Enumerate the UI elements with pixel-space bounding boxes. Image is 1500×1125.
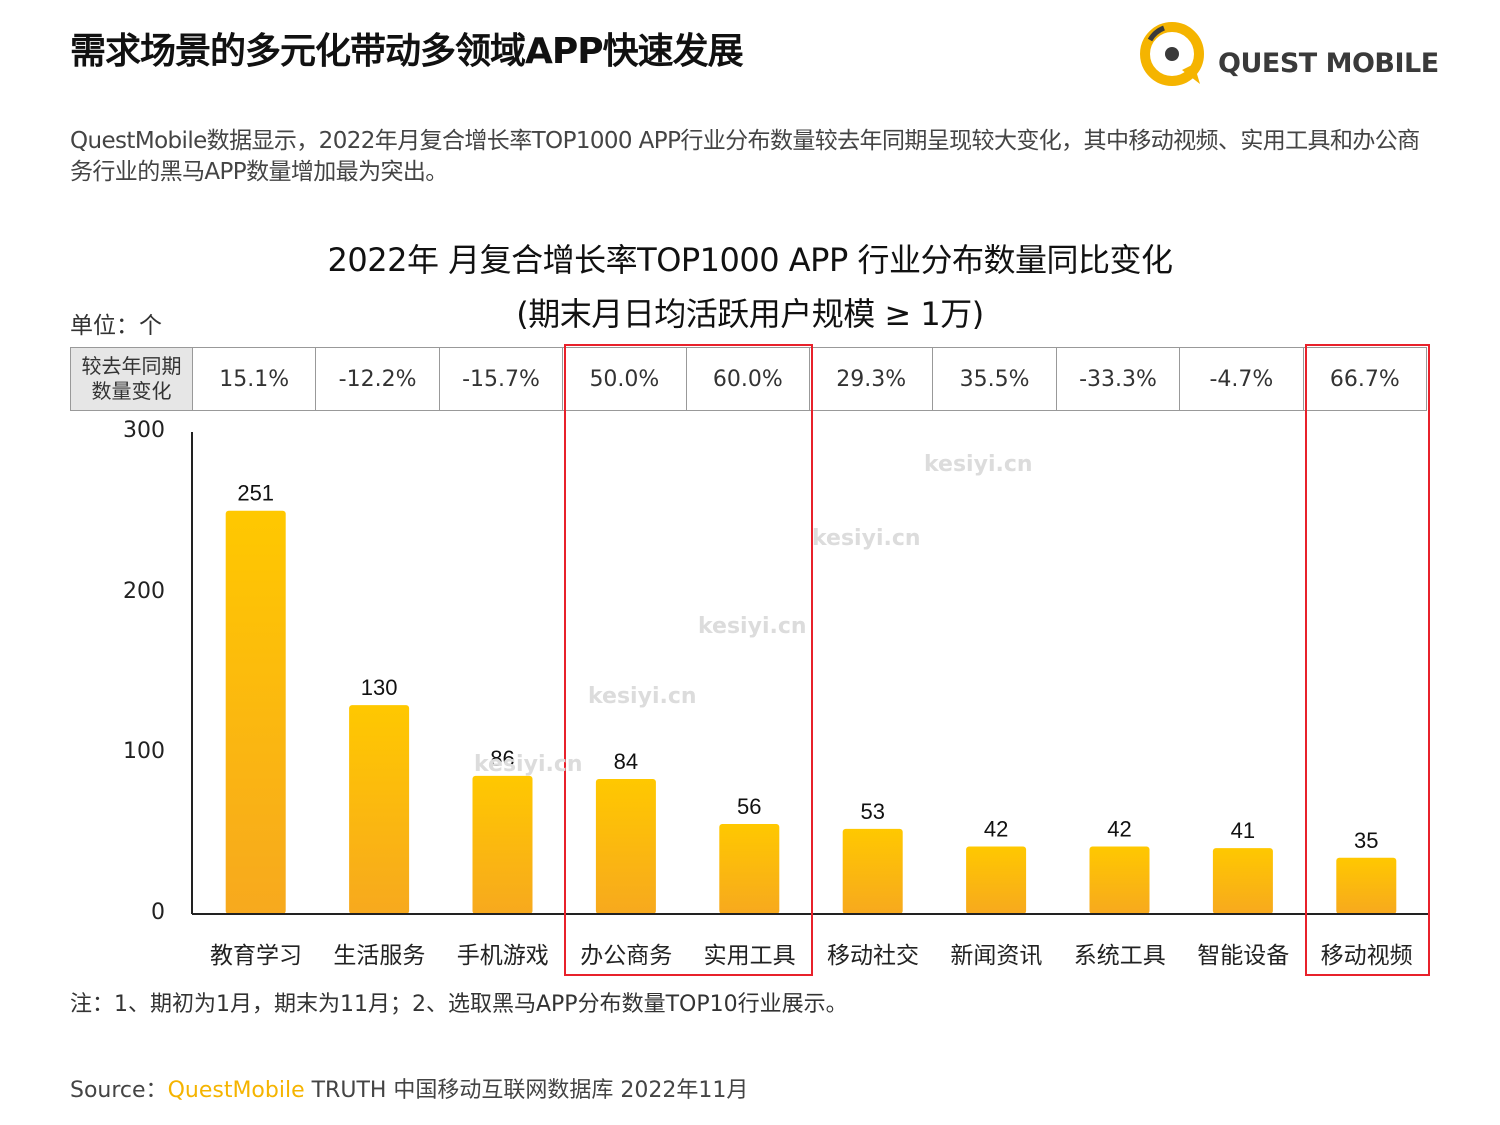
y-tick-label: 200 [123,578,165,604]
bar-1 [349,705,410,914]
bar-4 [719,824,780,914]
bar-3 [595,779,656,914]
y-tick-label: 100 [123,739,165,765]
x-category-label: 实用工具 [703,943,796,969]
bar-0 [225,510,286,914]
source-line: Source：QuestMobile TRUTH 中国移动互联网数据库 2022… [70,1072,748,1104]
y-tick-label: 0 [151,900,165,925]
highlight-box-office-tools [564,344,813,976]
highlight-box-mobile-video [1305,344,1430,976]
bar-2 [472,775,533,914]
x-category-label: 移动社交 [827,943,919,969]
x-category-label: 智能设备 [1197,943,1290,969]
bar-5 [842,828,903,914]
logo-text: QUEST MOBILE [1218,48,1439,79]
chart-title: 2022年 月复合增长率TOP1000 APP 行业分布数量同比变化 [327,241,1173,279]
yoy-change-cell: -4.7% [1180,347,1304,411]
watermark-text: kesiyi.cn [588,684,697,709]
watermark-text: kesiyi.cn [698,614,807,639]
x-category-label: 生活服务 [333,943,426,969]
yoy-change-cell: 60.0% [686,347,810,411]
quest-mobile-logo-icon [1140,22,1204,86]
x-category-label: 新闻资讯 [950,943,1043,969]
yoy-change-cell: 29.3% [810,347,934,411]
yoy-change-cell: 50.0% [563,347,687,411]
bar-6 [966,846,1027,914]
bar-value-label: 56 [737,794,761,819]
yoy-header-line1: 较去年同期 [81,354,182,378]
summary-text: QuestMobile数据显示，2022年月复合增长率TOP1000 APP行业… [70,128,1420,185]
bar-7 [1089,846,1150,914]
yoy-change-table: 较去年同期 数量变化 15.1% -12.2% -15.7% 50.0% 60.0% 29… [70,347,1428,413]
source-rest: TRUTH 中国移动互联网数据库 2022年11月 [304,1078,749,1103]
bar-value-label: 42 [1107,817,1131,842]
bar-value-label: 84 [614,749,638,774]
watermark-text: kesiyi.cn [812,526,921,551]
yoy-table-header: 较去年同期 数量变化 [70,347,193,411]
yoy-header-line2: 数量变化 [91,379,172,403]
bar-value-label: 130 [361,675,398,700]
footnote: 注：1、期初为1月，期末为11月；2、选取黑马APP分布数量TOP10行业展示。 [70,992,848,1017]
yoy-change-cell: -12.2% [316,347,440,411]
x-category-label: 办公商务 [580,943,673,969]
unit-label: 单位：个 [70,313,162,339]
bar-9 [1336,857,1397,914]
bar-value-label: 251 [237,481,274,506]
x-category-label: 移动视频 [1320,943,1413,969]
bars-layer: 251 130 86 84 56 53 42 42 41 35 [225,481,1397,914]
x-category-label: 手机游戏 [456,943,549,969]
watermark-text: kesiyi.cn [474,752,583,777]
source-brand: QuestMobile [167,1078,305,1103]
quest-mobile-logo: QUEST MOBILE [1136,18,1439,90]
x-category-label: 教育学习 [210,943,302,969]
yoy-change-cell: -15.7% [439,347,564,411]
chart-subtitle: (期末月日均活跃用户规模 ≥ 1万) [516,295,984,333]
bar-value-label: 53 [860,799,884,824]
bar-value-label: 35 [1354,828,1378,853]
chart-title-block: 2022年 月复合增长率TOP1000 APP 行业分布数量同比变化 (期末月日… [0,233,1500,341]
yoy-change-cell: 66.7% [1303,347,1427,411]
y-tick-label: 300 [123,418,165,443]
yoy-change-cell: 35.5% [933,347,1057,411]
bar-value-label: 42 [984,817,1008,842]
watermark-text: kesiyi.cn [924,452,1033,477]
bar-value-label: 86 [490,746,514,771]
source-prefix: Source： [70,1078,168,1103]
bar-value-label: 41 [1231,818,1255,843]
yoy-change-cell: 15.1% [193,347,317,411]
x-category-label: 系统工具 [1073,943,1166,969]
page-title: 需求场景的多元化带动多领域APP快速发展 [70,31,744,72]
bar-8 [1212,848,1273,914]
yoy-change-cell: -33.3% [1056,347,1181,411]
